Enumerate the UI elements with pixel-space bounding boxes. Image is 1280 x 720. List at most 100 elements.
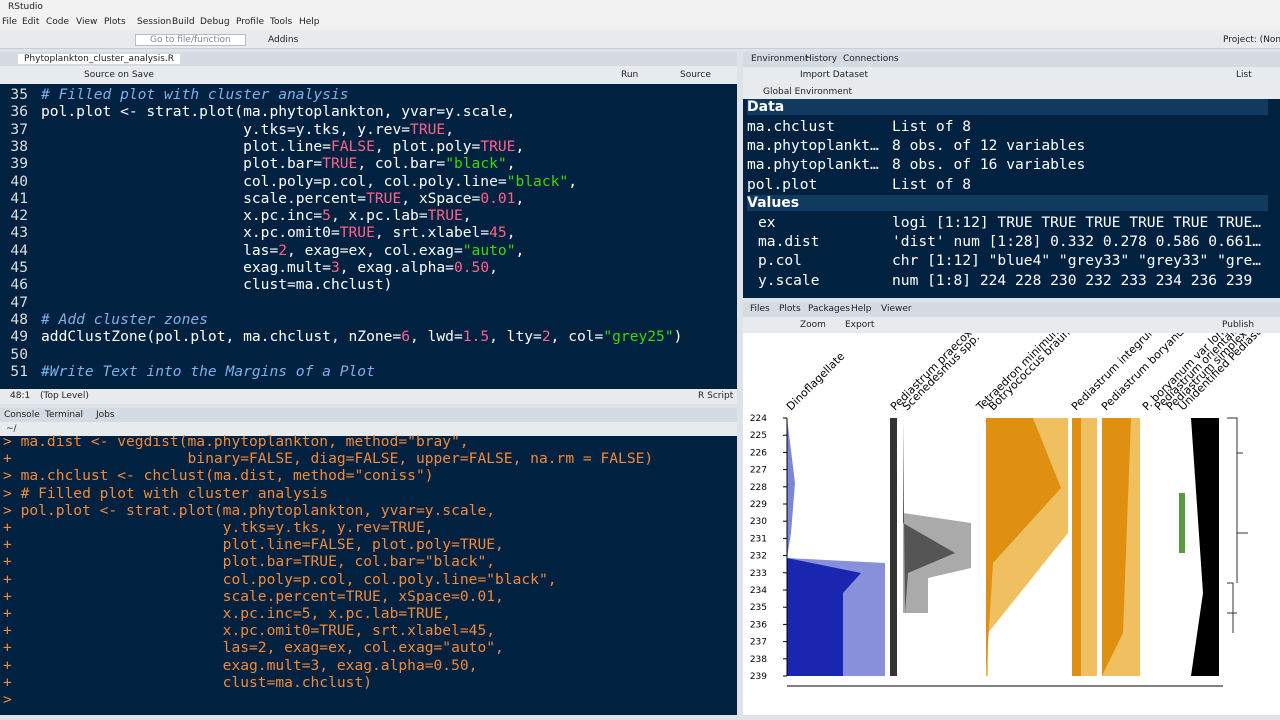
console-pane: Console Terminal Jobs ~/ > ma.dist <- vegd… (0, 408, 737, 715)
console-line: > ma.dist <- vegdist(ma.phytoplankton, m… (3, 433, 469, 450)
dendrogram (1227, 417, 1248, 633)
y-tick-label: 232 (750, 552, 767, 562)
var-name[interactable]: ma.phytoplankt… (747, 137, 879, 155)
code-token: , (462, 207, 472, 225)
source-on-save[interactable]: Source on Save (84, 70, 154, 80)
code-token: , (506, 155, 516, 173)
menu-item[interactable]: Debug (200, 17, 230, 27)
editor-toolbar: Source on Save Run Source (0, 66, 737, 84)
goto-file[interactable]: Go to file/function (135, 34, 246, 46)
pane-tab[interactable]: Terminal (45, 410, 84, 420)
pane-tab[interactable]: Jobs (96, 410, 115, 420)
pane-tab[interactable]: Files (750, 304, 770, 314)
console-line: + plot.line=FALSE, plot.poly=TRUE, (3, 536, 504, 554)
import-dataset[interactable]: Import Dataset (800, 70, 868, 80)
line-number: 35 (10, 86, 28, 103)
line-number: 37 (10, 120, 28, 138)
menu-item[interactable]: File (2, 17, 18, 27)
y-tick-label: 226 (750, 448, 767, 458)
var-name: ex (758, 214, 776, 231)
editor-tab[interactable]: Phytoplankton_cluster_analysis.R (18, 54, 181, 64)
console-line: + x.pc.inc=5, x.pc.lab=TRUE, (3, 605, 452, 622)
addins-button[interactable]: Addins (268, 35, 299, 45)
code-token: , exag.alpha= (339, 259, 454, 276)
code-token: #Write Text into the Margins of a Plot (41, 362, 375, 380)
toolbar: Go to file/function Addins Project: (Non… (0, 30, 1280, 49)
var-name[interactable]: ma.chclust (747, 118, 835, 135)
y-tick-label: 237 (750, 638, 767, 648)
code-token: , srt.xlabel= (374, 224, 490, 242)
menu-item[interactable]: Code (46, 17, 70, 27)
menu-item[interactable]: Session (137, 17, 172, 27)
line-number: 50 (10, 345, 28, 363)
project-menu[interactable]: Project: (None) (1223, 35, 1280, 45)
console-line: > # Filled plot with cluster analysis (3, 484, 329, 502)
menu-item[interactable]: Profile (236, 17, 264, 27)
pane-tab[interactable]: Packages (808, 304, 850, 314)
console-line: + scale.percent=TRUE, xSpace=0.01, (3, 587, 504, 605)
y-tick-label: 238 (750, 655, 767, 665)
menu-item[interactable]: Plots (104, 17, 126, 27)
pane-tab[interactable]: Console (4, 410, 40, 420)
pane-tab[interactable]: History (805, 54, 838, 64)
praecox-bar (890, 418, 897, 676)
dino-poly (787, 558, 861, 676)
code-token: TRUE (410, 120, 446, 138)
code-token: , (515, 189, 525, 207)
pane-tab[interactable]: Help (851, 304, 872, 314)
title-bar: RStudio (0, 0, 1280, 15)
var-name[interactable]: ma.phytoplankt… (747, 156, 879, 174)
var-name[interactable]: pol.plot (747, 175, 818, 193)
code-token: TRUE (480, 137, 516, 155)
env-scope[interactable]: Global Environment (763, 87, 853, 97)
code-line: las=2, exag=ex, col.exag="auto", (41, 242, 524, 259)
menu-item[interactable]: Edit (22, 17, 40, 27)
code-token: , (515, 137, 525, 155)
menu-item[interactable]: Help (299, 17, 320, 27)
code-token: # Filled plot with cluster analysis (41, 86, 349, 103)
code-token: # Add cluster zones (41, 310, 208, 328)
var-value: logi [1:12] TRUE TRUE TRUE TRUE TRUE TRU… (892, 214, 1262, 231)
pane-tab[interactable]: Connections (843, 54, 899, 64)
line-number: 51 (10, 362, 28, 380)
var-value: num [1:8] 224 228 230 232 233 234 236 23… (892, 271, 1253, 289)
code-line: # Add cluster zones (41, 311, 208, 328)
code-token: "black" (506, 172, 569, 190)
zoom-button[interactable]: Zoom (800, 320, 826, 330)
publish-button[interactable]: Publish (1222, 320, 1255, 330)
console-line: + plot.bar=TRUE, col.bar="black", (3, 553, 496, 571)
source-button[interactable]: Source (680, 70, 711, 80)
code-token: 1.5 (462, 328, 490, 346)
code-line: x.pc.inc=5, x.pc.lab=TRUE, (41, 207, 472, 224)
code-token: , col.bar= (357, 155, 446, 173)
environment-tabs: Environment History Connections (743, 52, 1280, 67)
line-number: 44 (10, 241, 28, 259)
console-line: > ma.chclust <- chclust(ma.dist, method=… (3, 467, 434, 485)
code-token: "grey25" (603, 328, 674, 346)
y-tick-label: 230 (750, 517, 767, 527)
pane-tab[interactable]: Environment (751, 54, 809, 64)
var-name: ma.dist (758, 233, 820, 251)
pane-tab[interactable]: Plots (779, 304, 801, 314)
code-line: addClustZone(pol.plot, ma.chclust, nZone… (41, 328, 682, 345)
export-button[interactable]: Export (845, 320, 875, 330)
working-dir: ~/ (6, 424, 17, 434)
code-line: y.tks=y.tks, y.rev=TRUE, (41, 121, 454, 138)
view-mode[interactable]: List (1236, 70, 1252, 80)
code-area[interactable]: 35 # Filled plot with cluster analysis 36 p… (0, 86, 737, 389)
line-number: 48 (10, 310, 28, 328)
console-output[interactable]: > ma.dist <- vegdist(ma.phytoplankton, m… (3, 433, 733, 713)
pane-tab[interactable]: Viewer (881, 304, 912, 314)
code-token: 0.50 (453, 259, 490, 276)
code-token: 6 (401, 328, 411, 346)
y-tick-label: 224 (750, 414, 767, 424)
menu-item[interactable]: Tools (270, 17, 293, 27)
code-token: exag.mult= (41, 259, 331, 276)
menu-item[interactable]: View (76, 17, 98, 27)
menu-item[interactable]: Build (172, 17, 195, 27)
console-line: + clust=ma.chclust) (3, 673, 373, 691)
run-button[interactable]: Run (621, 70, 639, 80)
strat-plot: 224 225 226 227 228 229 230 231 232 233 234 235 236 2… (750, 333, 1279, 687)
var-name: p.col (758, 252, 802, 270)
